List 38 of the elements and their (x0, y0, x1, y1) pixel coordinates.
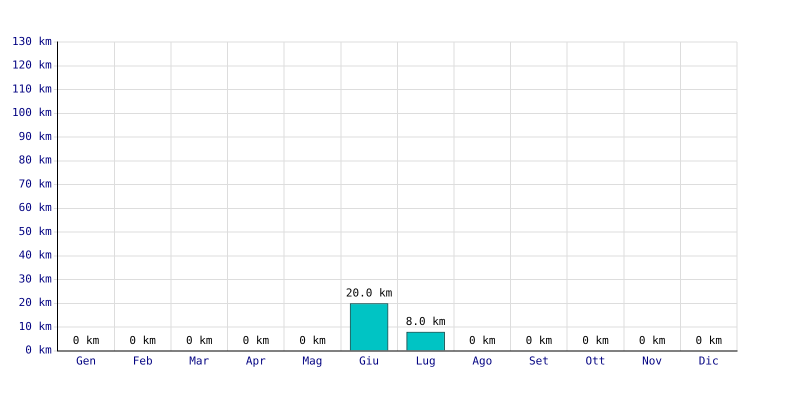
y-tick-label: 40 km (18, 248, 52, 262)
data-label: 0 km (469, 334, 496, 348)
data-label: 0 km (242, 334, 270, 348)
data-label: 0 km (526, 334, 552, 348)
data-label: 0 km (72, 334, 100, 348)
x-tick-label: Giu (359, 354, 379, 368)
x-tick-label: Dic (698, 354, 719, 368)
x-tick-label: Gen (76, 354, 96, 368)
data-label: 0 km (129, 334, 156, 348)
data-label: 0 km (582, 334, 610, 348)
data-label: 0 km (186, 334, 213, 348)
y-tick-label: 120 km (12, 58, 52, 72)
y-tick-label: 60 km (18, 201, 52, 214)
y-tick-label: 100 km (12, 106, 52, 120)
data-label: 0 km (638, 334, 666, 348)
data-label: 20.0 km (346, 286, 393, 300)
x-tick-label: Feb (132, 354, 153, 368)
y-tick-label: 10 km (18, 320, 52, 333)
y-tick-label: 50 km (18, 224, 52, 238)
x-tick-label: Ago (472, 354, 492, 368)
x-tick-label: Apr (246, 354, 266, 368)
y-tick-label: 80 km (18, 154, 52, 167)
y-tick-label: 0 km (25, 344, 52, 357)
y-tick-label: 70 km (18, 177, 52, 190)
y-tick-label: 130 km (12, 34, 52, 48)
data-label: 8.0 km (406, 315, 446, 328)
x-tick-label: Lug (416, 354, 436, 368)
y-tick-label: 20 km (18, 296, 52, 310)
y-tick-label: 90 km (18, 130, 52, 143)
y-tick-label: 30 km (18, 272, 52, 286)
y-tick-label: 110 km (12, 82, 52, 96)
x-tick-label: Set (528, 354, 549, 368)
x-tick-label: Ott (586, 354, 606, 368)
x-tick-label: Mar (189, 354, 210, 368)
data-label: 0 km (299, 334, 326, 348)
x-tick-label: Mag (302, 354, 322, 368)
x-tick-label: Nov (642, 354, 662, 368)
data-label: 0 km (695, 334, 722, 348)
